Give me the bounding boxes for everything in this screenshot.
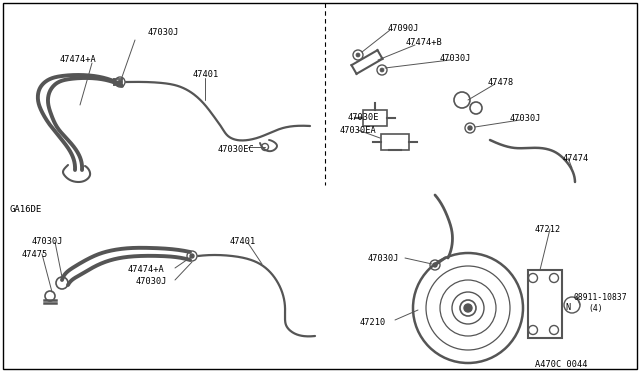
- Bar: [363, 110, 387, 126]
- Text: 47475: 47475: [22, 250, 48, 259]
- Bar: [381, 134, 409, 150]
- Text: 08911-10837: 08911-10837: [574, 293, 628, 302]
- Text: 47210: 47210: [360, 318, 387, 327]
- Text: 47474+B: 47474+B: [406, 38, 443, 47]
- Text: 47030EC: 47030EC: [218, 145, 255, 154]
- Text: A470C 0044: A470C 0044: [535, 360, 588, 369]
- Text: 47030J: 47030J: [510, 114, 541, 123]
- Circle shape: [464, 304, 472, 312]
- Circle shape: [356, 53, 360, 57]
- Text: 47090J: 47090J: [388, 24, 419, 33]
- Text: 47030J: 47030J: [32, 237, 63, 246]
- Text: 47030J: 47030J: [148, 28, 179, 37]
- Text: 47474+A: 47474+A: [128, 265, 164, 274]
- Circle shape: [190, 254, 194, 258]
- Text: 47030J: 47030J: [136, 277, 168, 286]
- Text: N: N: [566, 304, 570, 312]
- Text: 47401: 47401: [193, 70, 220, 79]
- Text: 47478: 47478: [488, 78, 515, 87]
- Text: (4): (4): [588, 304, 603, 313]
- Text: 47030E: 47030E: [348, 113, 380, 122]
- Text: 47030J: 47030J: [440, 54, 472, 63]
- Text: GA16DE: GA16DE: [10, 205, 42, 214]
- Text: 47474+A: 47474+A: [60, 55, 97, 64]
- Text: 47212: 47212: [535, 225, 561, 234]
- Circle shape: [380, 68, 384, 72]
- Circle shape: [118, 80, 122, 84]
- Text: 47030EA: 47030EA: [340, 126, 377, 135]
- Text: 47401: 47401: [230, 237, 256, 246]
- Circle shape: [468, 126, 472, 130]
- Text: 47474: 47474: [563, 154, 589, 163]
- Text: 47030J: 47030J: [368, 254, 399, 263]
- Circle shape: [433, 263, 437, 267]
